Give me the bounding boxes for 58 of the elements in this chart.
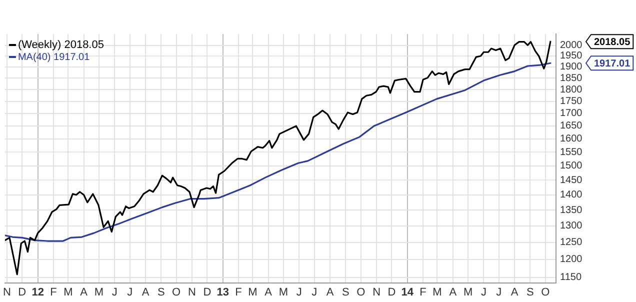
y-tick-label: 1900 [560, 62, 583, 73]
y-tick-label: 1500 [560, 160, 583, 172]
x-tick-label: J [127, 286, 133, 298]
x-tick-label: S [342, 286, 350, 298]
x-tick-label: J [480, 286, 486, 298]
text: 1917.01 [594, 58, 631, 70]
x-tick-label: F [420, 286, 427, 298]
x-tick-label: S [526, 286, 534, 298]
x-tick-label: J [496, 286, 502, 298]
x-tick-label: A [326, 286, 334, 298]
y-tick-label: 1550 [560, 146, 583, 158]
x-tick-label: M [278, 286, 288, 298]
y-tick-label: 1400 [560, 190, 583, 201]
y-tick-label: 1700 [560, 108, 583, 120]
x-tick-label: J [296, 286, 302, 298]
x-tick-label: D [18, 286, 26, 298]
x-tick-label: A [142, 286, 150, 298]
x-tick-label: F [235, 286, 242, 298]
y-tick-label: 1800 [560, 84, 583, 96]
x-tick-label: O [541, 286, 550, 298]
x-tick-label: J [312, 286, 318, 298]
y-tick-label: 1150 [560, 272, 582, 284]
x-tick-label: 12 [32, 286, 44, 298]
x-tick-label: 14 [401, 286, 414, 298]
y-tick-label: 1950 [560, 50, 583, 62]
y-tick-label: 1350 [560, 204, 583, 216]
legend-label: (Weekly) 2018.05 [18, 39, 104, 52]
x-tick-label: O [356, 286, 366, 298]
y-tick-label: 1750 [560, 96, 583, 108]
x-tick-label: M [64, 286, 73, 298]
x-tick-label: N [3, 286, 12, 298]
y-tick-label: 1200 [560, 254, 583, 266]
y-tick-label: 1650 [560, 120, 583, 132]
x-tick-label: O [172, 286, 182, 298]
text: 2018.05 [594, 36, 631, 48]
y-tick-label: 1600 [560, 134, 583, 145]
y-tick-label: 2000 [560, 40, 583, 52]
x-tick-label: D [388, 286, 396, 298]
x-tick-label: M [432, 286, 442, 298]
x-tick-label: A [510, 286, 519, 298]
x-tick-label: M [248, 286, 258, 298]
x-tick-label: A [264, 286, 273, 298]
x-tick-label: N [372, 286, 381, 298]
x-tick-label: J [112, 286, 118, 298]
x-tick-label: N [188, 286, 196, 298]
x-tick-label: M [94, 286, 104, 298]
y-tick-label: 1850 [560, 72, 583, 84]
x-tick-label: 13 [216, 286, 229, 298]
x-tick-label: F [50, 286, 58, 298]
x-tick-label: M [463, 286, 473, 298]
x-tick-label: S [158, 286, 165, 298]
x-tick-label: A [449, 286, 458, 298]
y-tick-label: 1300 [560, 220, 583, 232]
legend-label: MA(40) 1917.01 [18, 52, 90, 63]
y-tick-label: 1450 [560, 174, 583, 186]
y-tick-label: 1250 [560, 237, 583, 248]
x-tick-label: A [80, 286, 88, 298]
x-tick-label: D [203, 286, 212, 298]
